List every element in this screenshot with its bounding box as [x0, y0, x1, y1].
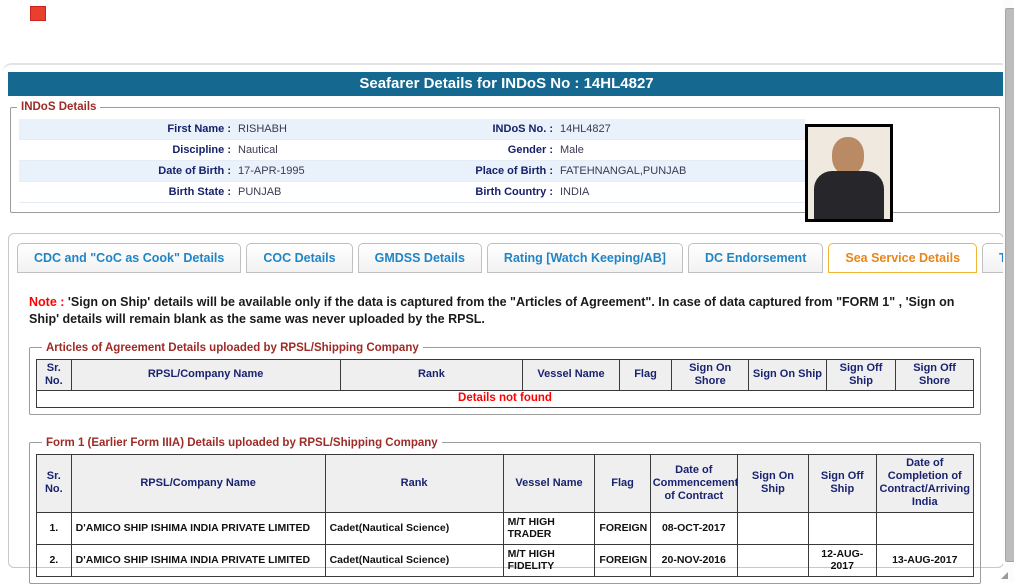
field-label: Discipline :	[172, 144, 231, 156]
col-flag: Flag	[618, 358, 673, 392]
col-sign-on-ship: Sign On Ship	[748, 358, 827, 392]
field-value: INDIA	[560, 186, 590, 198]
col-rpsl-company-name: RPSL/Company Name	[70, 358, 341, 392]
tab-cdc-coc-as-cook-details[interactable]: CDC and "CoC as Cook" Details	[17, 243, 242, 273]
details-not-found-message: Details not found	[36, 390, 974, 408]
field-value: 14HL4827	[560, 123, 611, 135]
tab-coc-details[interactable]: COC Details	[246, 243, 353, 273]
form1-panel: Form 1 (Earlier Form IIIA) Details uploa…	[29, 436, 981, 584]
field-label: First Name :	[167, 123, 231, 135]
form1-legend: Form 1 (Earlier Form IIIA) Details uploa…	[46, 436, 438, 449]
tab-rating-watch-keeping-ab[interactable]: Rating [Watch Keeping/AB]	[486, 243, 683, 273]
cell-vessel: M/T HIGH FIDELITY	[502, 543, 596, 578]
cell-flag: FOREIGN	[594, 543, 651, 578]
scrollbar-corner-arrow-icon	[1001, 572, 1008, 579]
col-sr-no: Sr. No.	[36, 453, 72, 513]
indos-details-panel: INDoS Details First Name : RISHABH INDoS …	[10, 101, 1000, 222]
cell-rank: Cadet(Nautical Science)	[324, 543, 504, 578]
field-value: 17-APR-1995	[238, 165, 305, 177]
col-rpsl-company-name: RPSL/Company Name	[70, 453, 326, 513]
col-sign-off-ship: Sign Off Ship	[825, 358, 897, 392]
field-value: RISHABH	[238, 123, 287, 135]
col-sign-off-shore: Sign Off Shore	[895, 358, 974, 392]
table-row: 2. D'AMICO SHIP ISHIMA INDIA PRIVATE LIM…	[36, 543, 974, 578]
note-label: Note :	[29, 295, 65, 309]
col-sr-no: Sr. No.	[36, 358, 72, 392]
indos-row: Birth State : PUNJAB Birth Country : INDIA	[19, 182, 805, 203]
cell-completion-date: 13-AUG-2017	[875, 543, 974, 578]
field-label: Birth Country :	[475, 186, 553, 198]
col-flag: Flag	[594, 453, 651, 513]
table-header-row: Sr. No. RPSL/Company Name Rank Vessel Na…	[36, 453, 974, 513]
field-label: Birth State :	[168, 186, 231, 198]
field-value: Nautical	[238, 144, 278, 156]
cell-commencement-date: 08-OCT-2017	[649, 511, 738, 545]
form1-table: Sr. No. RPSL/Company Name Rank Vessel Na…	[36, 453, 974, 578]
cell-sign-off-ship: 12-AUG-2017	[808, 543, 877, 578]
col-date-of-completion: Date of Completion of Contract/Arriving …	[875, 453, 974, 513]
photo-shoulders-shape	[814, 171, 884, 219]
indos-details-legend: INDoS Details	[21, 101, 97, 113]
col-vessel-name: Vessel Name	[502, 453, 596, 513]
cell-commencement-date: 20-NOV-2016	[649, 543, 738, 578]
col-sign-off-ship: Sign Off Ship	[808, 453, 877, 513]
tab-panel: CDC and "CoC as Cook" Details COC Detail…	[8, 233, 1014, 584]
vertical-scrollbar-thumb[interactable]	[1005, 8, 1014, 562]
cell-completion-date	[875, 511, 974, 545]
cell-vessel: M/T HIGH TRADER	[502, 511, 596, 545]
cell-sr-no: 2.	[36, 543, 72, 578]
cell-sr-no: 1.	[36, 511, 72, 545]
photo-head-shape	[832, 137, 864, 175]
field-label: Date of Birth :	[158, 165, 231, 177]
broken-image-icon	[30, 6, 46, 21]
tab-bar: CDC and "CoC as Cook" Details COC Detail…	[17, 243, 1014, 273]
articles-table: Sr. No. RPSL/Company Name Rank Vessel Na…	[36, 358, 974, 408]
field-value: Male	[560, 144, 584, 156]
tab-gmdss-details[interactable]: GMDSS Details	[357, 243, 482, 273]
col-sign-on-ship: Sign On Ship	[736, 453, 810, 513]
field-label: INDoS No. :	[492, 123, 554, 135]
page-title: Seafarer Details for INDoS No : 14HL4827	[8, 72, 1005, 96]
seafarer-photo	[805, 124, 893, 222]
cell-company: D'AMICO SHIP ISHIMA INDIA PRIVATE LIMITE…	[70, 543, 326, 578]
cell-flag: FOREIGN	[594, 511, 651, 545]
table-row: 1. D'AMICO SHIP ISHIMA INDIA PRIVATE LIM…	[36, 511, 974, 545]
table-header-row: Sr. No. RPSL/Company Name Rank Vessel Na…	[36, 358, 974, 392]
note-text: 'Sign on Ship' details will be available…	[29, 295, 955, 326]
field-label: Gender :	[507, 144, 553, 156]
cell-company: D'AMICO SHIP ISHIMA INDIA PRIVATE LIMITE…	[70, 511, 326, 545]
col-rank: Rank	[324, 453, 504, 513]
col-date-of-commencement: Date of Commencement of Contract	[649, 453, 738, 513]
articles-of-agreement-panel: Articles of Agreement Details uploaded b…	[29, 341, 981, 415]
col-vessel-name: Vessel Name	[522, 358, 620, 392]
col-sign-on-shore: Sign On Shore	[671, 358, 750, 392]
cell-sign-on-ship	[736, 511, 810, 545]
cell-rank: Cadet(Nautical Science)	[324, 511, 504, 545]
indos-row: Discipline : Nautical Gender : Male	[19, 140, 805, 161]
tab-dc-endorsement[interactable]: DC Endorsement	[687, 243, 824, 273]
indos-row: First Name : RISHABH INDoS No. : 14HL4827	[19, 119, 805, 140]
table-row: Details not found	[36, 390, 974, 408]
cell-sign-off-ship	[808, 511, 877, 545]
indos-details-grid: First Name : RISHABH INDoS No. :14HL4827 …	[19, 119, 805, 203]
page-frame	[2, 63, 1010, 575]
indos-row: Date of Birth : 17-APR-1995 Place of Birt…	[19, 161, 805, 182]
cell-sign-on-ship	[736, 543, 810, 578]
sign-on-ship-note: Note : 'Sign on Ship' details will be av…	[29, 294, 985, 328]
articles-legend: Articles of Agreement Details uploaded b…	[46, 341, 419, 354]
field-label: Place of Birth :	[475, 165, 553, 177]
col-rank: Rank	[339, 358, 524, 392]
field-value: FATEHNANGAL,PUNJAB	[560, 165, 687, 177]
field-value: PUNJAB	[238, 186, 282, 198]
tab-sea-service-details[interactable]: Sea Service Details	[828, 243, 978, 273]
